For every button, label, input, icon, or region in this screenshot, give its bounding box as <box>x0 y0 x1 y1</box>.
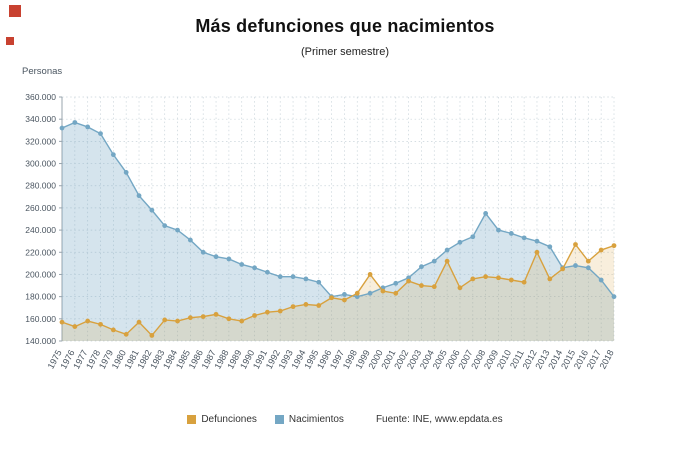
epdata-logo-square-small <box>6 37 14 45</box>
svg-text:200.000: 200.000 <box>25 269 56 279</box>
legend-label-defunciones: Defunciones <box>201 414 257 425</box>
svg-text:180.000: 180.000 <box>25 292 56 302</box>
legend-item-nacimientos: Nacimientos <box>274 414 344 425</box>
svg-text:360.000: 360.000 <box>25 92 56 102</box>
legend-item-defunciones: Defunciones <box>187 414 257 425</box>
svg-text:240.000: 240.000 <box>25 225 56 235</box>
source-text: Fuente: INE, www.epdata.es <box>375 414 503 425</box>
chart-title: Más defunciones que nacimientos <box>195 16 495 36</box>
svg-text:280.000: 280.000 <box>25 181 56 191</box>
svg-text:340.000: 340.000 <box>25 114 56 124</box>
svg-text:220.000: 220.000 <box>25 247 56 257</box>
svg-text:300.000: 300.000 <box>25 159 56 169</box>
nacimientos-swatch-icon <box>274 415 284 424</box>
epdata-logo-square <box>9 5 21 17</box>
svg-text:320.000: 320.000 <box>25 136 56 146</box>
line-chart: 140.000 160.000 180.000 200.000 220.000 240.0… <box>25 92 617 371</box>
y-axis-label: Personas <box>22 66 63 77</box>
chart-subtitle: (Primer semestre) <box>300 46 389 58</box>
svg-text:260.000: 260.000 <box>25 203 56 213</box>
defunciones-swatch-icon <box>187 415 197 424</box>
svg-text:140.000: 140.000 <box>25 336 56 346</box>
legend-label-nacimientos: Nacimientos <box>288 414 344 425</box>
legend: Defunciones Nacimientos Fuente: INE, www… <box>0 414 690 425</box>
svg-text:160.000: 160.000 <box>25 314 56 324</box>
